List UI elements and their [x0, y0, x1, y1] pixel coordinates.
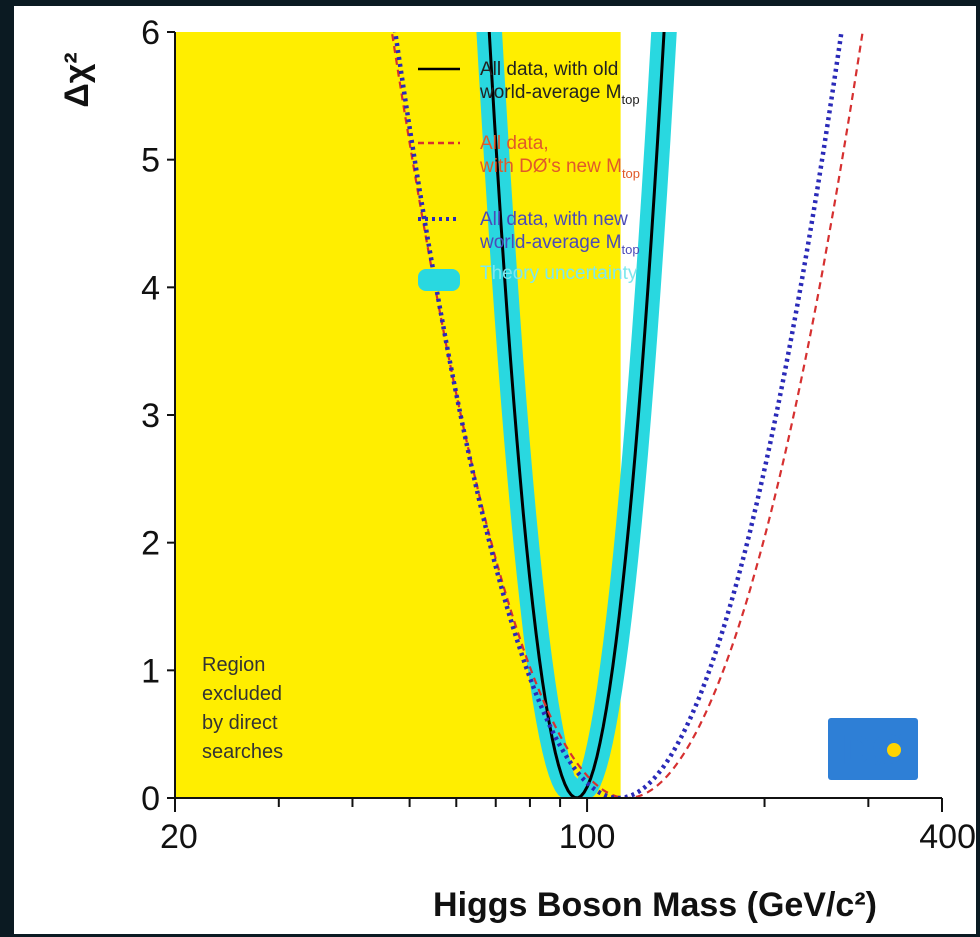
legend-swatch	[418, 269, 460, 291]
series-curve-1	[487, 32, 666, 798]
y-tick-label: 1	[141, 652, 160, 690]
y-tick-label: 4	[141, 269, 160, 307]
x-tick-label: 400	[919, 818, 976, 856]
region-label-line: Region	[202, 654, 265, 676]
legend-text-line: Theory uncertainty	[480, 263, 638, 284]
x-axis-title: Higgs Boson Mass (GeV/c²)	[433, 886, 877, 924]
region-label-line: excluded	[202, 683, 282, 705]
series-curve-3	[392, 32, 844, 798]
d0-logo-icon	[828, 718, 918, 780]
legend-entry-2: All data,with DØ's new Mtop	[418, 133, 640, 181]
legend-text-line: world-average Mtop	[479, 232, 640, 257]
x-tick-label: 20	[160, 818, 198, 856]
x-tick-label: 100	[559, 818, 616, 856]
region-label-line: searches	[202, 741, 283, 763]
y-tick-label: 6	[141, 14, 160, 52]
y-tick-label: 5	[141, 142, 160, 180]
theory-uncertainty-band	[476, 32, 677, 798]
legend-text-line: world-average Mtop	[479, 82, 640, 107]
y-tick-label: 0	[141, 780, 160, 818]
legend-text-line: All data, with new	[480, 209, 628, 230]
y-tick-label: 2	[141, 525, 160, 563]
y-axis-title: Δχ²	[58, 52, 96, 107]
series-curve-2	[390, 32, 864, 798]
logo-dot	[887, 743, 901, 757]
legend-entry-4: Theory uncertainty	[418, 263, 638, 291]
legend-text-line: All data, with old	[480, 59, 618, 80]
y-tick-label: 3	[141, 397, 160, 435]
legend-text-line: All data,	[480, 133, 549, 154]
region-label-line: by direct	[202, 712, 278, 734]
legend-text-line: with DØ's new Mtop	[479, 156, 640, 181]
